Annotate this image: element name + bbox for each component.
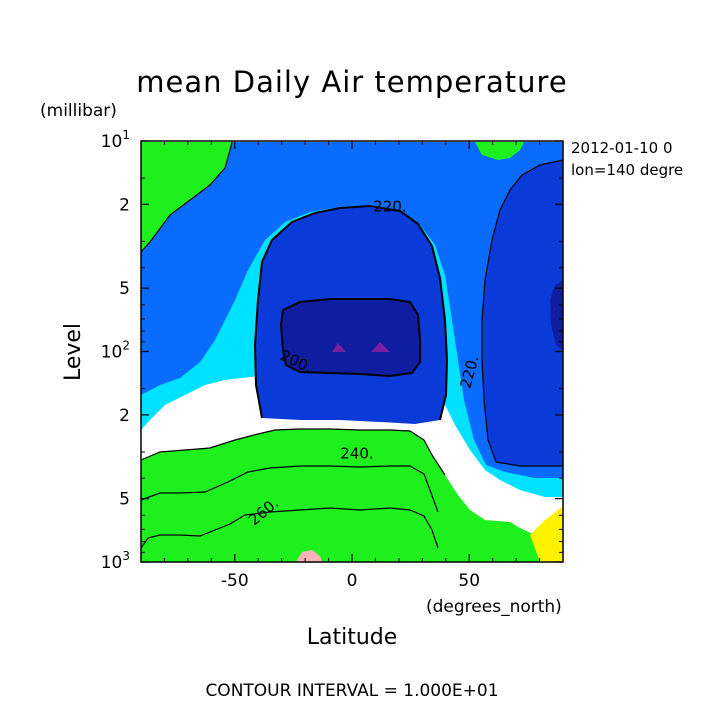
contour-line-6 <box>481 159 563 467</box>
x-tick-label-0: -50 <box>221 571 249 591</box>
x-units: (degrees_north) <box>426 597 562 617</box>
y-units: (millibar) <box>40 101 117 121</box>
x-tick-label-2: 50 <box>458 571 480 591</box>
contour-fills: 220.220.200.240.260. <box>141 141 563 562</box>
contour-band-200-10 <box>550 280 563 350</box>
y-tick-label-1: 2 <box>119 195 130 215</box>
contour-band-220-6 <box>141 142 563 478</box>
contour-band-200-9 <box>281 299 420 376</box>
y-tick-exponent-0: 1 <box>122 128 130 142</box>
contour-band-250-13 <box>530 506 563 562</box>
lon-label: lon=140 degre <box>571 161 683 179</box>
chart-title: mean Daily Air temperature <box>136 65 567 99</box>
contour-line-4 <box>141 507 439 549</box>
y-tick-label-0: 101 <box>101 128 130 152</box>
contour-band-240-4 <box>141 429 550 562</box>
y-tick-exponent-3: 2 <box>122 339 130 353</box>
y-tick-label-4: 2 <box>119 406 130 426</box>
y-tick-exponent-6: 3 <box>122 549 130 563</box>
contour-label-0: 220. <box>373 198 406 216</box>
contour-band-210-8 <box>482 160 563 466</box>
date-label: 2012-01-10 0 <box>571 139 672 157</box>
contour-band-240-17 <box>475 142 524 160</box>
contour-label-3: 240. <box>340 445 373 463</box>
contour-line-5 <box>141 141 233 253</box>
contour-band-240-14 <box>500 548 515 562</box>
contour-band-190-11 <box>332 343 346 352</box>
contour-band-240-16 <box>141 142 232 252</box>
contour-band-220-19 <box>338 142 354 150</box>
contour-line-2 <box>141 428 446 476</box>
contour-line-3 <box>141 465 439 513</box>
contour-line-1 <box>279 298 421 378</box>
contour-band-290-18 <box>296 550 322 562</box>
x-axis-label: Latitude <box>307 625 398 650</box>
contour-line-0 <box>253 204 449 421</box>
x-tick-label-1: 0 <box>347 571 358 591</box>
contour-interval-note: CONTOUR INTERVAL = 1.000E+01 <box>205 681 498 701</box>
y-tick-label-2: 5 <box>119 279 130 299</box>
contour-band-190-12 <box>371 342 390 352</box>
y-axis-label: Level <box>61 323 86 381</box>
y-tick-label-3: 102 <box>101 339 130 363</box>
plot-area: 220.220.200.240.260. <box>141 141 563 562</box>
y-tick-label-6: 103 <box>101 549 130 573</box>
y-tick-label-5: 5 <box>119 490 130 510</box>
